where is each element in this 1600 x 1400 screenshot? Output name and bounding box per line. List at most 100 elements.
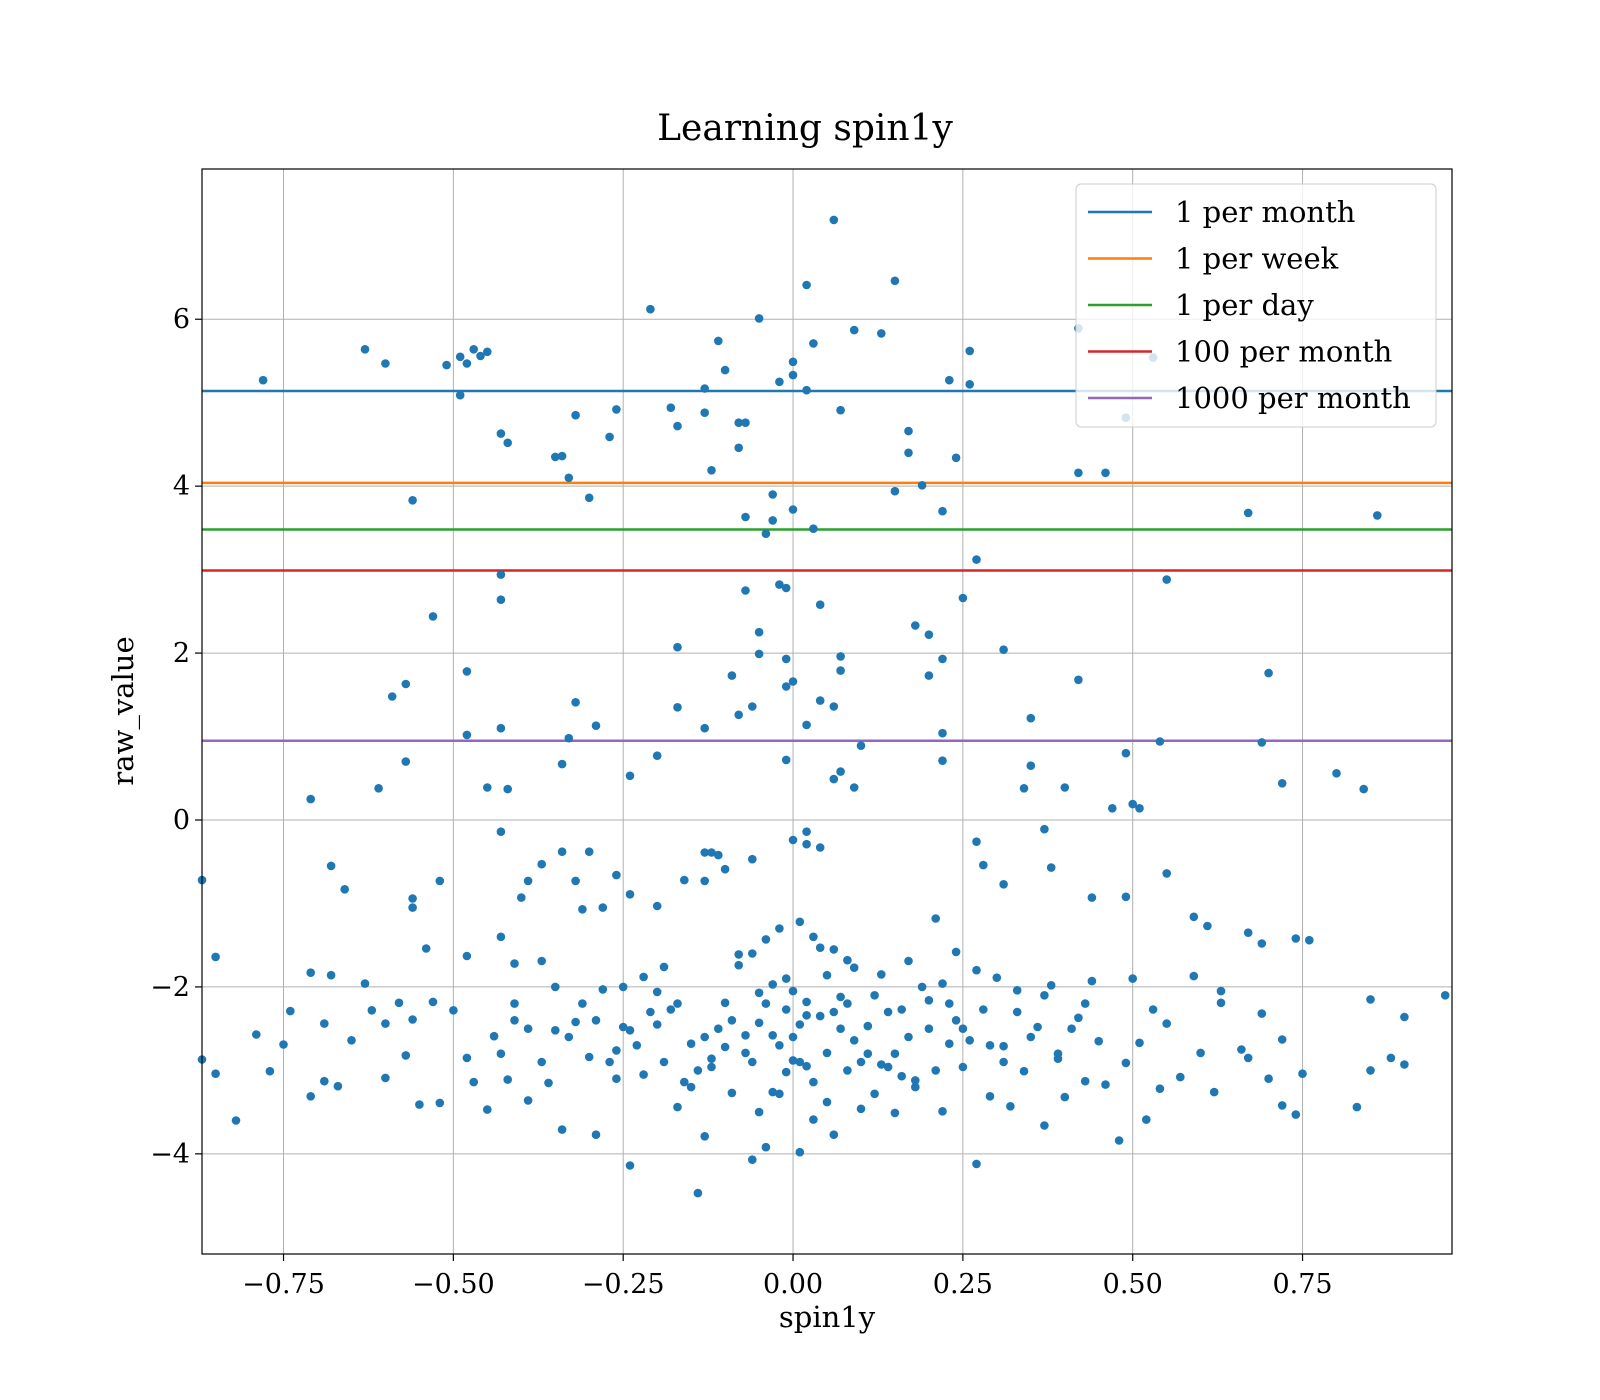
data-point: [741, 586, 750, 595]
data-point: [754, 1107, 764, 1117]
data-point: [1135, 804, 1144, 813]
data-point: [557, 759, 567, 769]
data-point: [1400, 1012, 1409, 1022]
data-point: [1060, 1092, 1070, 1102]
data-point: [1019, 784, 1029, 793]
x-tick-label: −0.75: [242, 1269, 325, 1300]
data-point: [829, 1007, 839, 1017]
data-point: [442, 360, 451, 370]
data-point: [938, 506, 947, 516]
data-point: [591, 1016, 601, 1025]
data-point: [1040, 991, 1049, 1000]
data-point: [652, 751, 662, 760]
data-point: [707, 1054, 716, 1063]
scatter-points: [197, 215, 1450, 1198]
data-point: [924, 1024, 934, 1033]
data-point: [1243, 1053, 1253, 1063]
data-point: [571, 1017, 580, 1027]
data-point: [578, 999, 587, 1008]
data-point: [360, 979, 370, 988]
data-point: [836, 992, 845, 1002]
grid: [202, 169, 1452, 1254]
data-point: [564, 1032, 574, 1042]
data-point: [537, 1057, 546, 1067]
data-point: [1257, 939, 1267, 948]
data-point: [537, 859, 546, 869]
data-point: [965, 346, 974, 356]
data-point: [809, 932, 818, 942]
data-point: [673, 703, 682, 712]
data-point: [809, 1115, 818, 1124]
data-point: [877, 1060, 886, 1069]
data-point: [1243, 508, 1253, 518]
data-point: [836, 405, 845, 415]
data-point: [843, 999, 852, 1008]
data-point: [408, 894, 417, 903]
data-point: [815, 1011, 825, 1021]
data-point: [836, 652, 845, 661]
data-point: [612, 1074, 621, 1083]
data-point: [591, 1130, 601, 1139]
data-point: [571, 698, 580, 707]
data-point: [1040, 1121, 1049, 1130]
data-point: [1094, 1036, 1103, 1046]
data-point: [917, 982, 927, 992]
data-point: [1264, 668, 1273, 678]
data-point: [1189, 971, 1199, 981]
data-point: [775, 1041, 784, 1050]
data-point: [1162, 575, 1171, 584]
data-point: [510, 1016, 519, 1025]
data-point: [951, 453, 961, 463]
data-point: [1386, 1053, 1396, 1063]
data-point: [822, 1048, 832, 1058]
data-point: [686, 1082, 696, 1092]
data-point: [1298, 1069, 1307, 1078]
data-point: [231, 1116, 241, 1125]
data-point: [822, 1097, 832, 1107]
data-point: [693, 1066, 703, 1075]
data-point: [1291, 1110, 1301, 1119]
data-point: [788, 1056, 798, 1065]
data-point: [1012, 1007, 1022, 1017]
data-point: [775, 580, 784, 589]
data-point: [523, 876, 533, 886]
data-point: [1019, 1066, 1029, 1076]
data-point: [1257, 1009, 1267, 1018]
data-point: [1026, 1032, 1036, 1042]
data-point: [802, 280, 811, 290]
data-point: [1359, 784, 1368, 794]
data-point: [652, 987, 662, 997]
data-point: [897, 1005, 906, 1014]
data-point: [347, 1036, 356, 1045]
data-point: [659, 962, 669, 972]
data-point: [496, 595, 506, 604]
data-point: [748, 949, 757, 958]
data-point: [265, 1066, 275, 1076]
data-point: [211, 952, 220, 962]
data-point: [924, 671, 934, 680]
data-point: [680, 875, 689, 885]
x-tick-label: 0.75: [1272, 1269, 1332, 1300]
legend-label: 100 per month: [1175, 335, 1392, 369]
data-point: [836, 666, 845, 675]
data-point: [761, 935, 771, 944]
data-point: [428, 612, 438, 621]
data-point: [795, 917, 805, 927]
data-point: [754, 649, 764, 659]
x-axis-ticks: −0.75 −0.50 −0.25 0.00 0.25 0.50 0.75: [242, 1254, 1333, 1300]
data-point: [564, 733, 574, 743]
data-point: [666, 1005, 676, 1014]
data-point: [999, 1041, 1008, 1051]
y-tick-label: −2: [150, 972, 190, 1003]
data-point: [856, 1104, 866, 1114]
data-point: [625, 771, 635, 781]
data-point: [734, 710, 743, 720]
data-point: [455, 352, 465, 362]
data-point: [945, 1039, 954, 1048]
data-point: [584, 493, 594, 503]
data-point: [870, 1089, 879, 1099]
data-point: [972, 965, 981, 975]
data-point: [578, 905, 587, 914]
data-point: [1128, 799, 1137, 809]
